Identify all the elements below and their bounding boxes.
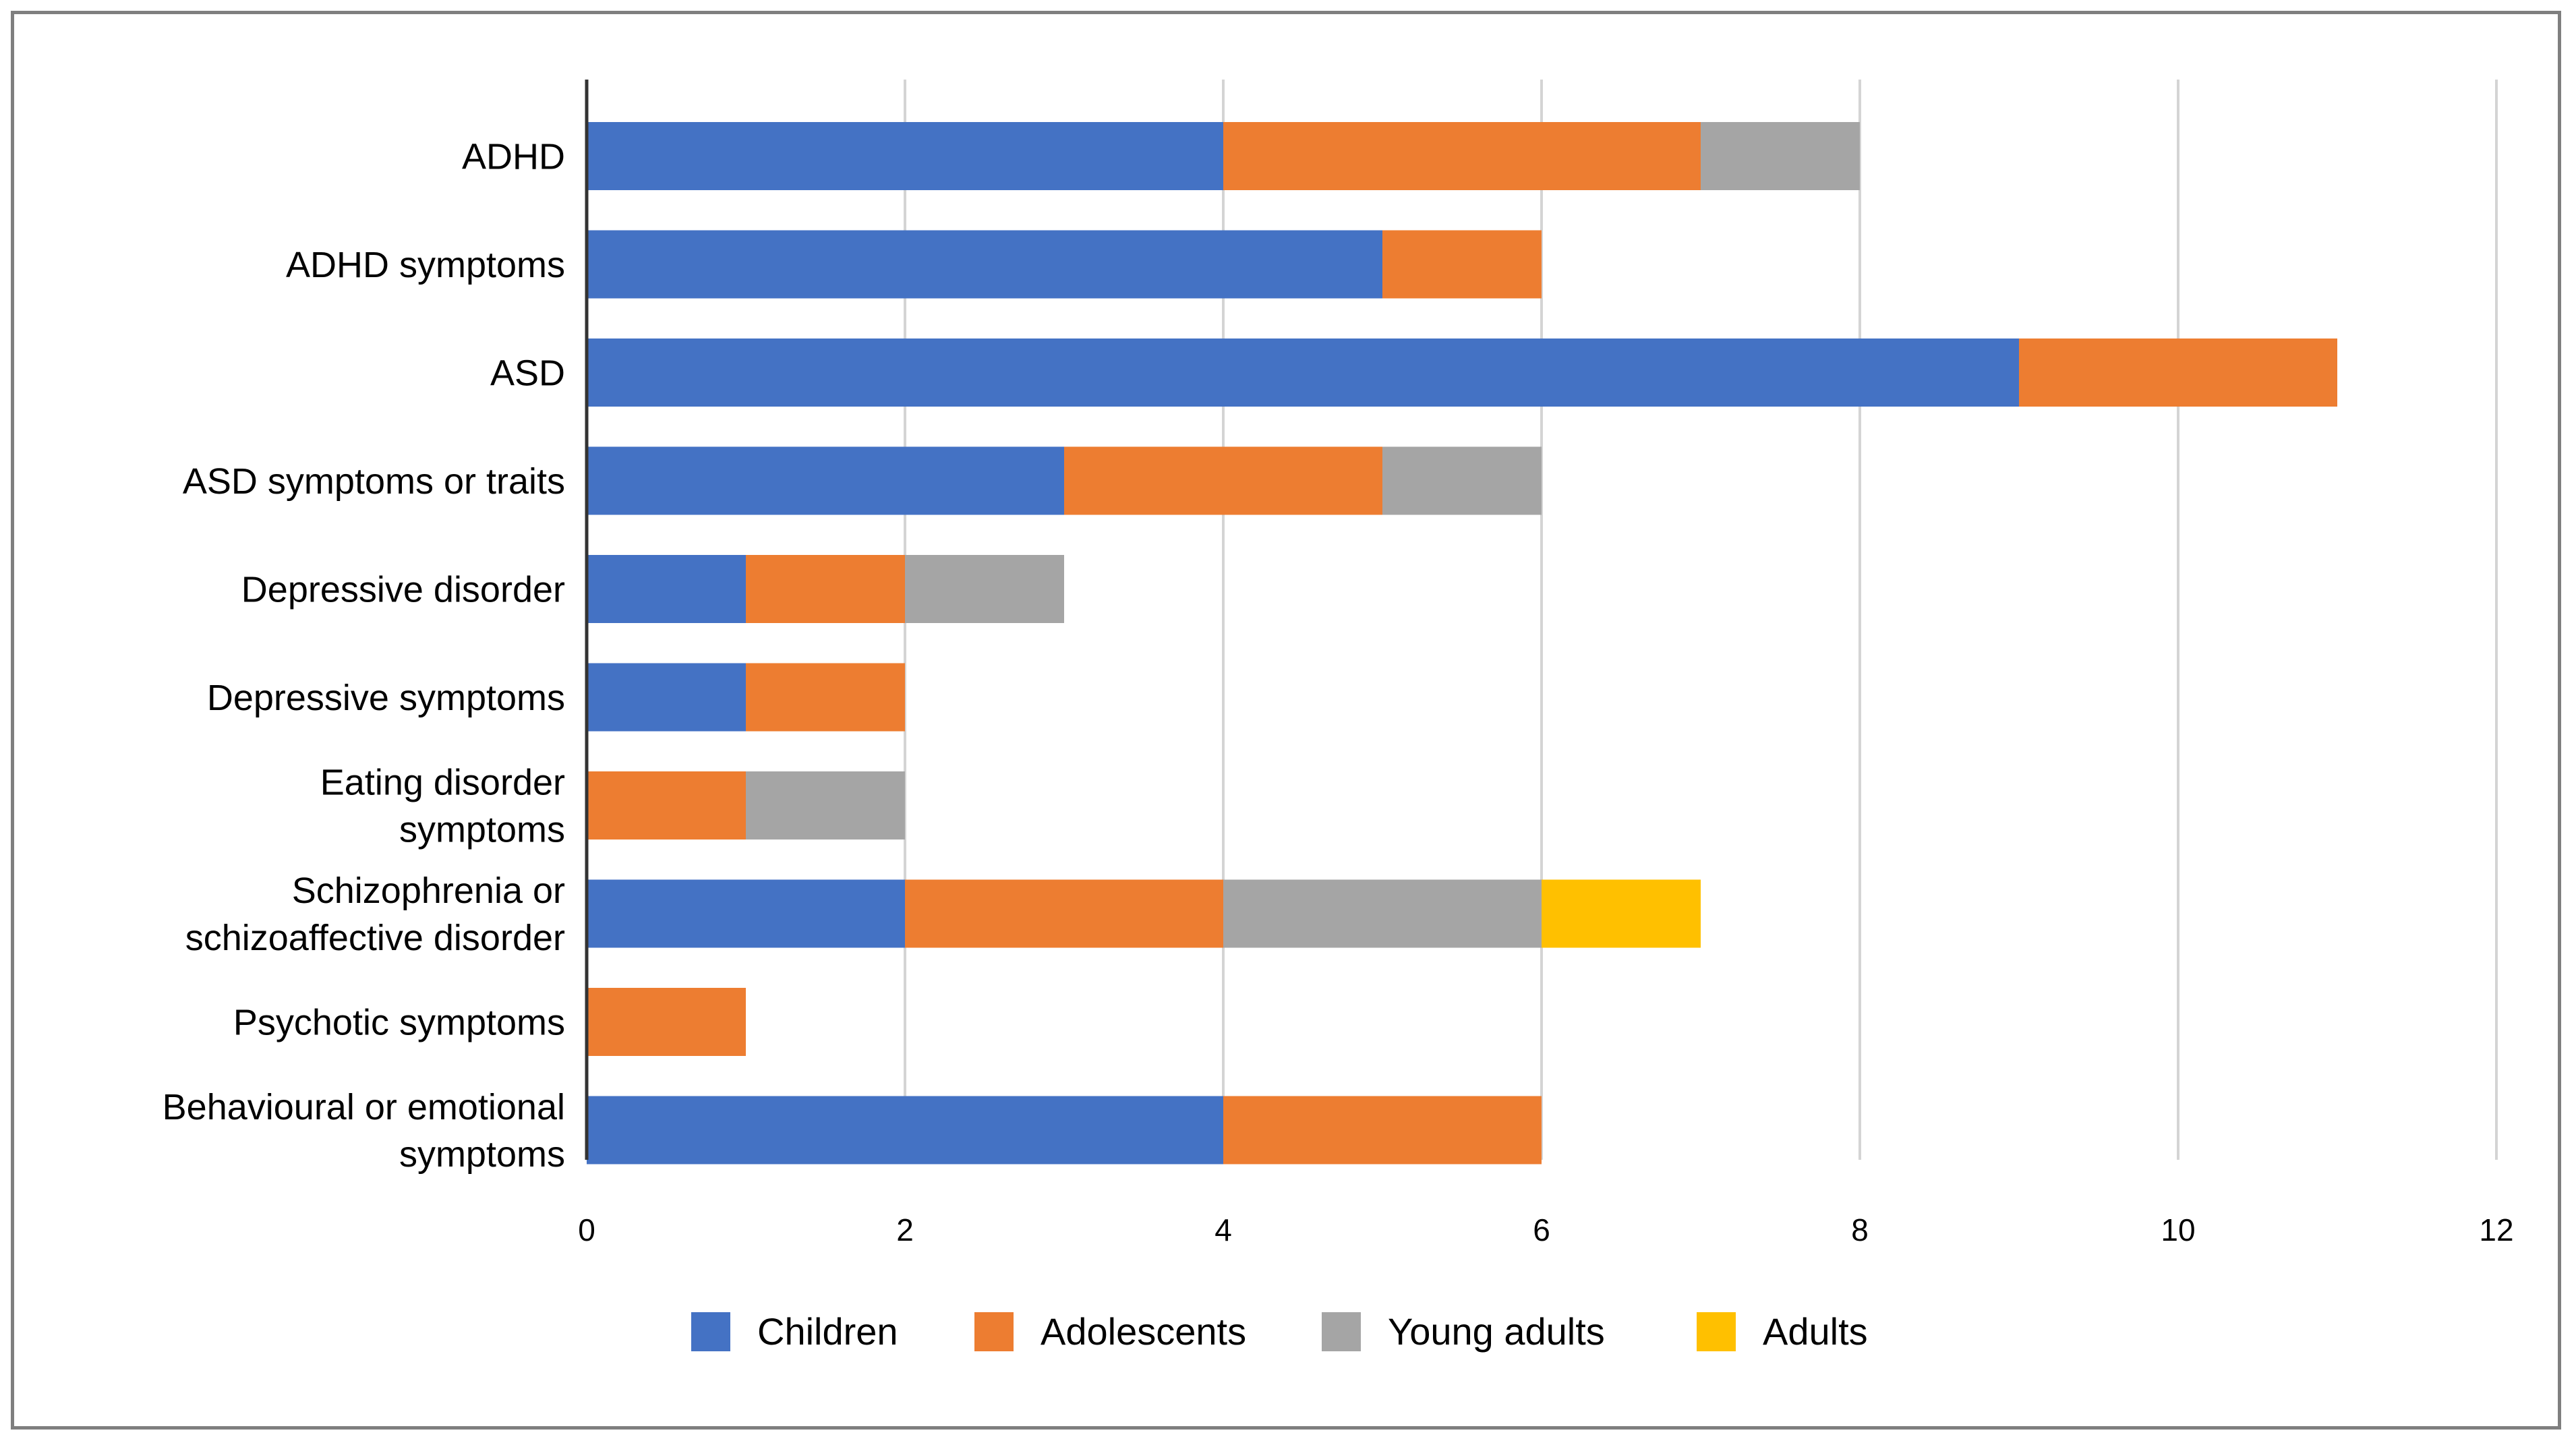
legend-label-adults: Adults [1763, 1310, 1868, 1353]
category-label-6: Depressive symptoms [207, 678, 565, 718]
bar-6-adolescents [746, 663, 905, 732]
bar-4-children [587, 446, 1064, 515]
bar-8-children [587, 879, 905, 948]
x-tick-label-2: 2 [896, 1212, 914, 1247]
x-tick-label-6: 6 [1533, 1212, 1550, 1247]
bar-1-adolescents [1223, 122, 1701, 190]
category-label-1: ADHD [462, 137, 565, 177]
bars [587, 122, 2337, 1165]
legend-label-adolescents: Adolescents [1041, 1310, 1246, 1353]
bar-3-adolescents [2019, 338, 2337, 407]
bar-10-adolescents [1223, 1096, 1542, 1165]
legend: Children Adolescents Young adults Adults [691, 1310, 1868, 1353]
bar-2-adolescents [1382, 230, 1542, 299]
legend-swatch-adults [1697, 1312, 1736, 1351]
x-tick-label-8: 8 [1851, 1212, 1869, 1247]
bar-1-children [587, 122, 1223, 190]
x-tick-label-12: 12 [2479, 1212, 2513, 1247]
category-label-7: Eating disorder symptoms [320, 763, 565, 850]
category-label-3: ASD [490, 353, 565, 394]
category-label-8: Schizophrenia or schizoaffective disorder [185, 871, 565, 958]
bar-8-adolescents [905, 879, 1223, 948]
bar-10-children [587, 1096, 1223, 1165]
legend-swatch-adolescents [974, 1312, 1014, 1351]
bar-2-children [587, 230, 1382, 299]
bar-5-adolescents [746, 555, 905, 623]
category-label-5: Depressive disorder [241, 570, 565, 610]
bar-7-young-adults [746, 771, 905, 840]
legend-swatch-young-adults [1322, 1312, 1361, 1351]
x-tick-label-10: 10 [2161, 1212, 2195, 1247]
category-label-4: ASD symptoms or traits [183, 461, 565, 502]
category-label-2: ADHD symptoms [286, 245, 565, 285]
category-labels: ADHD ADHD symptoms ASD ASD symptoms or trai… [163, 137, 565, 1175]
bar-5-children [587, 555, 746, 623]
bar-1-young-adults [1701, 122, 1860, 190]
x-tick-label-0: 0 [578, 1212, 595, 1247]
x-tick-labels: 0 2 4 6 8 10 12 [578, 1212, 2513, 1247]
bar-8-adults [1542, 879, 1701, 948]
bar-5-young-adults [905, 555, 1064, 623]
bar-3-children [587, 338, 2019, 407]
bar-9-adolescents [587, 988, 746, 1056]
x-tick-label-4: 4 [1214, 1212, 1232, 1247]
bar-7-adolescents [587, 771, 746, 840]
bar-4-adolescents [1064, 446, 1382, 515]
legend-label-children: Children [757, 1310, 898, 1353]
category-label-9: Psychotic symptoms [233, 1003, 565, 1043]
bar-6-children [587, 663, 746, 732]
category-label-10: Behavioural or emotional symptoms [163, 1087, 565, 1175]
bar-4-young-adults [1382, 446, 1542, 515]
bar-8-young-adults [1223, 879, 1542, 948]
legend-swatch-children [691, 1312, 730, 1351]
legend-label-young-adults: Young adults [1388, 1310, 1605, 1353]
